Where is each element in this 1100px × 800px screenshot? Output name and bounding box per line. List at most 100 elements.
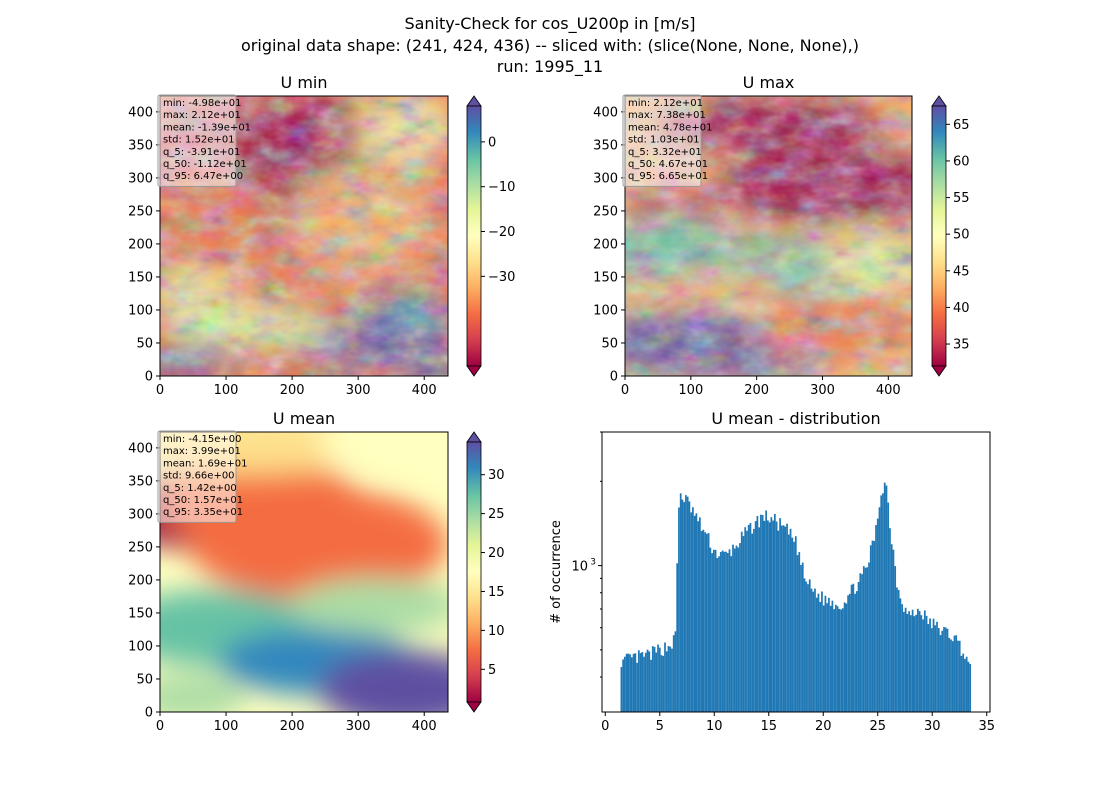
colorbar-extend-bottom xyxy=(931,365,947,377)
colorbar-tick-label: −30 xyxy=(488,270,515,285)
y-tick-label: 300 xyxy=(593,171,618,186)
histogram-bar xyxy=(683,502,686,712)
histogram-bar xyxy=(937,628,940,712)
histogram-bar xyxy=(693,515,696,712)
suptitle-line-3: run: 1995_11 xyxy=(496,57,604,76)
histogram-bar xyxy=(718,556,720,712)
histogram-bar xyxy=(742,536,745,712)
histogram-bar xyxy=(767,520,769,712)
histogram-bar xyxy=(685,495,687,712)
histogram-bar xyxy=(780,525,783,712)
histogram-bar xyxy=(916,608,919,712)
histogram-bar xyxy=(768,522,771,712)
y-tick-label: 150 xyxy=(593,270,618,285)
histogram-bar xyxy=(728,549,731,712)
histogram-bar xyxy=(763,520,766,712)
histogram-bar xyxy=(910,615,912,712)
histogram-bar xyxy=(719,551,722,712)
histogram-bar xyxy=(805,581,808,712)
histogram-bar xyxy=(681,499,684,712)
stats-line: std: 1.52e+01 xyxy=(163,135,235,146)
panel-title: U min xyxy=(281,73,328,92)
stats-line: q_50: 4.67e+01 xyxy=(628,159,708,170)
x-tick-label: 300 xyxy=(346,719,371,734)
histogram-bar xyxy=(967,661,970,712)
x-tick-label: 0 xyxy=(601,719,609,734)
colorbar-tick-label: 10 xyxy=(488,624,505,639)
histogram-bar xyxy=(674,631,677,712)
y-tick-label: 300 xyxy=(128,507,153,522)
x-tick-label: 200 xyxy=(744,383,769,398)
histogram-bar xyxy=(648,651,651,712)
histogram-bar xyxy=(749,522,752,712)
histogram-bar xyxy=(658,647,661,712)
y-tick-label: 350 xyxy=(593,138,618,153)
y-tick-label: 200 xyxy=(593,237,618,252)
histogram-bar xyxy=(700,530,703,712)
histogram-bar xyxy=(803,578,806,712)
y-tick-label: 100 xyxy=(128,303,153,318)
histogram-bar xyxy=(847,595,849,712)
histogram-bar xyxy=(669,646,672,712)
stats-line: q_95: 3.35e+01 xyxy=(163,507,243,518)
histogram-bar xyxy=(711,553,713,712)
histogram-bar xyxy=(824,595,827,712)
histogram-bar xyxy=(723,551,726,712)
axes-frame xyxy=(624,95,913,377)
histogram-bar xyxy=(864,567,867,712)
colorbar xyxy=(931,105,947,367)
stats-line: mean: -1.39e+01 xyxy=(163,122,251,133)
histogram-bar xyxy=(627,653,630,712)
colorbar-tick-label: 35 xyxy=(953,338,970,353)
heatmap-blob xyxy=(289,577,448,634)
histogram-bar xyxy=(930,628,933,712)
histogram-bar xyxy=(922,619,924,712)
histogram-bar xyxy=(644,652,647,712)
y-tick-label: 250 xyxy=(593,204,618,219)
stats-box xyxy=(157,94,237,187)
histogram-bar xyxy=(672,635,675,712)
colorbar-tick-label: −10 xyxy=(488,180,515,195)
histogram-bar xyxy=(899,598,902,712)
histogram-bar xyxy=(850,584,853,712)
colorbar-extend-top xyxy=(466,431,482,443)
histogram-bar xyxy=(657,644,659,712)
histogram-bar xyxy=(920,615,923,712)
histogram-bar xyxy=(960,655,963,712)
y-tick-label: 0 xyxy=(145,706,153,721)
histogram-bar xyxy=(789,528,792,712)
histogram-bar xyxy=(951,641,954,712)
histogram-bar xyxy=(747,524,750,712)
axes-frame xyxy=(159,95,449,377)
colorbar-tick-label: 30 xyxy=(488,468,505,483)
x-tick-label: 25 xyxy=(869,719,886,734)
histogram-bar xyxy=(777,530,780,712)
heatmap-blob xyxy=(160,675,247,712)
histogram-bar xyxy=(705,533,708,712)
histogram-bar xyxy=(958,640,961,712)
stats-line: min: -4.98e+01 xyxy=(163,98,242,109)
histogram-bar xyxy=(655,652,658,712)
x-tick-label: 100 xyxy=(678,383,703,398)
histogram-bar xyxy=(861,574,863,712)
histogram-bar xyxy=(815,597,818,712)
histogram-bar xyxy=(957,640,959,712)
histogram-bar xyxy=(855,591,858,712)
histogram-bar xyxy=(859,573,862,712)
suptitle-line-2: original data shape: (241, 424, 436) -- … xyxy=(241,36,859,55)
histogram-bar xyxy=(915,614,917,712)
histogram-bar xyxy=(756,515,759,712)
histogram-panel xyxy=(601,431,991,713)
histogram-bar xyxy=(637,650,640,712)
histogram-bar xyxy=(716,558,719,712)
histogram-bar xyxy=(929,618,931,712)
histogram-bar xyxy=(964,658,966,712)
histogram-bar xyxy=(965,656,968,712)
x-tick-label: 300 xyxy=(346,383,371,398)
histogram-bar xyxy=(953,635,956,712)
histogram-bar xyxy=(868,562,870,712)
histogram-bar xyxy=(833,609,836,712)
y-tick-label: 200 xyxy=(128,573,153,588)
heatmap-panel-umean xyxy=(159,431,449,713)
